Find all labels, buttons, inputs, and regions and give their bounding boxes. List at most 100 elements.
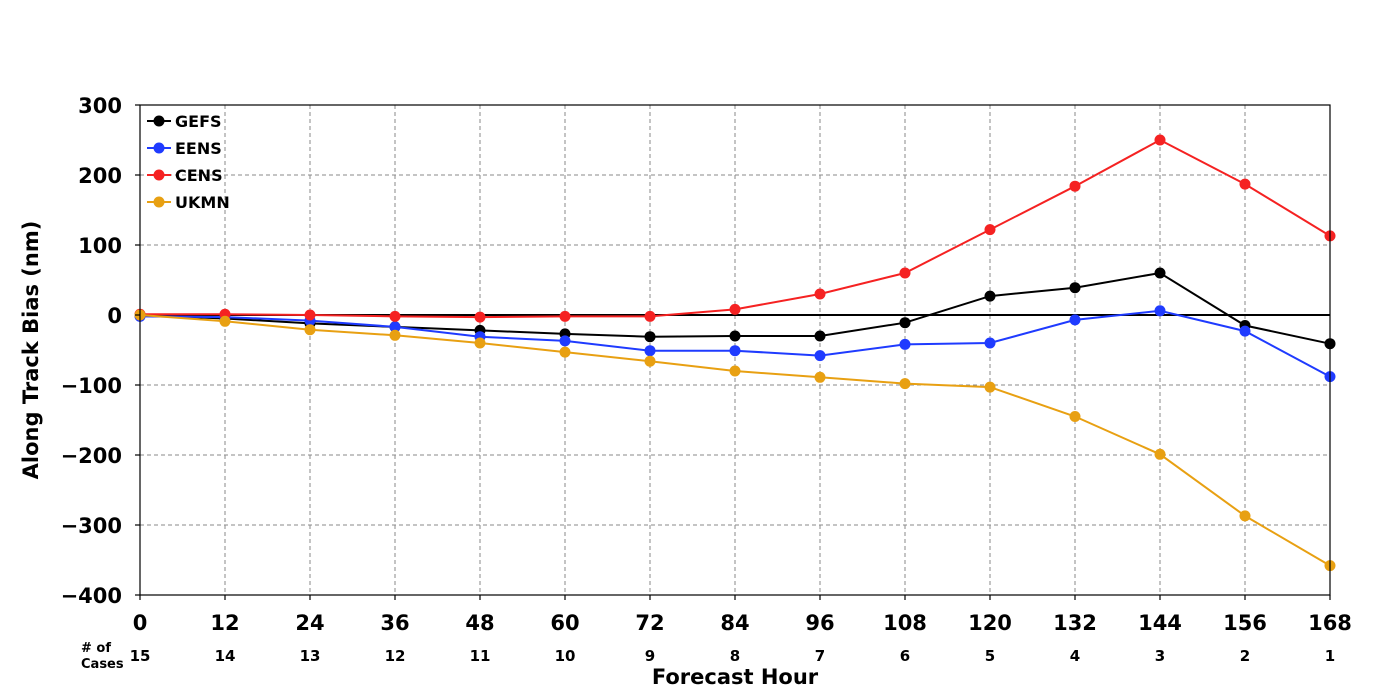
cases-row: 15 14 13 12 11 10 9 8 7 6 5 4 3 2 1 xyxy=(130,647,1336,665)
data-point xyxy=(474,337,486,349)
data-point xyxy=(1154,448,1166,460)
data-point xyxy=(984,290,996,302)
data-point xyxy=(1154,267,1166,279)
x-tick-label: 0 xyxy=(133,611,148,635)
data-point xyxy=(729,303,741,315)
x-tick-label: 60 xyxy=(550,611,579,635)
legend-marker xyxy=(153,142,165,154)
data-point xyxy=(1154,305,1166,317)
case-count-label: 5 xyxy=(985,647,995,665)
y-tick-label: 300 xyxy=(78,94,122,118)
data-point xyxy=(814,330,826,342)
data-point xyxy=(1069,411,1081,422)
data-point xyxy=(389,329,401,341)
legend-item-ukmn: UKMN xyxy=(147,193,230,212)
y-tick-label: −400 xyxy=(61,584,122,608)
y-tick-label: −300 xyxy=(61,514,122,538)
data-point xyxy=(1069,314,1081,326)
y-axis-ticks: −400 −300 −200 −100 0 100 200 300 xyxy=(61,94,140,608)
case-count-label: 1 xyxy=(1325,647,1335,665)
case-count-label: 11 xyxy=(470,647,491,665)
y-tick-label: −200 xyxy=(61,444,122,468)
data-point xyxy=(729,330,741,342)
case-count-label: 7 xyxy=(815,647,825,665)
data-point xyxy=(1239,510,1251,522)
x-tick-label: 144 xyxy=(1138,611,1182,635)
case-count-label: 3 xyxy=(1155,647,1165,665)
case-count-label: 9 xyxy=(645,647,655,665)
y-tick-label: 200 xyxy=(78,164,122,188)
data-point xyxy=(1239,178,1251,190)
case-count-label: 2 xyxy=(1240,647,1250,665)
cases-label-line2: Cases xyxy=(81,657,124,672)
data-point xyxy=(899,267,911,279)
data-point xyxy=(984,381,996,393)
legend-marker xyxy=(153,115,165,127)
x-tick-label: 12 xyxy=(210,611,239,635)
x-tick-label: 96 xyxy=(805,611,834,635)
legend-label: GEFS xyxy=(175,112,222,131)
y-tick-label: 100 xyxy=(78,234,122,258)
data-point xyxy=(304,324,316,336)
x-tick-label: 132 xyxy=(1053,611,1097,635)
data-point xyxy=(644,331,656,343)
data-point xyxy=(644,310,656,322)
legend-label: UKMN xyxy=(175,193,230,212)
data-point xyxy=(644,355,656,367)
legend-item-gefs: GEFS xyxy=(147,112,222,131)
data-point xyxy=(814,350,826,362)
data-point xyxy=(1239,325,1251,337)
data-point xyxy=(729,345,741,357)
legend-label: CENS xyxy=(175,166,223,185)
x-tick-label: 24 xyxy=(295,611,324,635)
legend-marker xyxy=(153,169,165,181)
data-point xyxy=(389,310,401,322)
legend-item-eens: EENS xyxy=(147,139,222,158)
data-point xyxy=(899,317,911,329)
x-tick-label: 36 xyxy=(380,611,409,635)
cases-label-line1: # of xyxy=(81,641,111,656)
data-point xyxy=(304,309,316,321)
data-point xyxy=(474,311,486,323)
case-count-label: 12 xyxy=(385,647,406,665)
data-point xyxy=(1069,282,1081,294)
x-tick-label: 120 xyxy=(968,611,1012,635)
data-point xyxy=(389,321,401,333)
x-axis-ticks: 0 12 24 36 48 60 72 84 96 108 120 132 144 156 168 xyxy=(133,595,1352,635)
case-count-label: 8 xyxy=(730,647,740,665)
y-tick-label: −100 xyxy=(61,374,122,398)
data-point xyxy=(644,345,656,357)
x-tick-label: 72 xyxy=(635,611,664,635)
data-point xyxy=(559,310,571,322)
case-count-label: 14 xyxy=(215,647,236,665)
x-tick-label: 84 xyxy=(720,611,749,635)
x-tick-label: 156 xyxy=(1223,611,1267,635)
data-point xyxy=(1069,180,1081,192)
data-point xyxy=(559,335,571,347)
data-point xyxy=(899,378,911,390)
data-point xyxy=(814,288,826,300)
legend-label: EENS xyxy=(175,139,222,158)
data-point xyxy=(899,338,911,350)
case-count-label: 10 xyxy=(555,647,576,665)
x-tick-label: 48 xyxy=(465,611,494,635)
legend: GEFS EENS CENS UKMN xyxy=(147,112,230,212)
data-point xyxy=(559,346,571,358)
x-axis-label: Forecast Hour xyxy=(652,665,819,689)
data-point xyxy=(729,365,741,377)
case-count-label: 13 xyxy=(300,647,321,665)
legend-marker xyxy=(153,196,165,208)
legend-item-cens: CENS xyxy=(147,166,223,185)
x-tick-label: 108 xyxy=(883,611,927,635)
y-tick-label: 0 xyxy=(107,304,122,328)
data-point xyxy=(1154,134,1166,146)
series-layer xyxy=(134,134,1336,572)
x-tick-label: 168 xyxy=(1308,611,1352,635)
series-ukmn xyxy=(134,309,1336,572)
case-count-label: 4 xyxy=(1070,647,1080,665)
data-point xyxy=(219,315,231,327)
y-axis-label: Along Track Bias (nm) xyxy=(19,221,43,480)
data-point xyxy=(814,371,826,383)
case-count-label: 6 xyxy=(900,647,910,665)
